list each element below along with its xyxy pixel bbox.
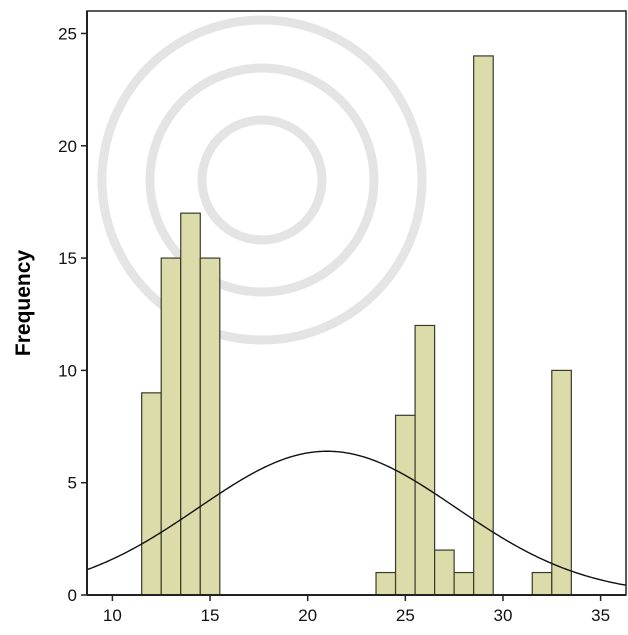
- x-tick-label: 10: [103, 606, 122, 625]
- x-tick-label: 15: [201, 606, 220, 625]
- histogram-bar-11: [552, 370, 572, 595]
- y-axis-title: Frequency: [12, 250, 35, 357]
- y-tick-label: 0: [68, 586, 77, 605]
- y-tick-label: 25: [58, 24, 77, 43]
- y-tick-label: 10: [58, 361, 77, 380]
- histogram-bar-0: [142, 393, 162, 595]
- x-tick-label: 35: [591, 606, 610, 625]
- histogram-bar-3: [200, 258, 220, 595]
- histogram-bar-2: [181, 213, 201, 595]
- histogram-bar-4: [376, 573, 396, 595]
- x-tick-label: 25: [396, 606, 415, 625]
- histogram-bar-7: [435, 550, 455, 595]
- histogram-bar-9: [474, 56, 494, 595]
- histogram-bar-5: [396, 415, 416, 595]
- y-tick-label: 20: [58, 137, 77, 156]
- x-tick-label: 30: [494, 606, 513, 625]
- histogram-bar-6: [415, 325, 435, 595]
- y-tick-label: 15: [58, 249, 77, 268]
- histogram-bar-8: [454, 573, 474, 595]
- y-tick-label: 5: [68, 474, 77, 493]
- histogram-bar-10: [532, 573, 552, 595]
- histogram-bar-1: [161, 258, 181, 595]
- x-tick-label: 20: [298, 606, 317, 625]
